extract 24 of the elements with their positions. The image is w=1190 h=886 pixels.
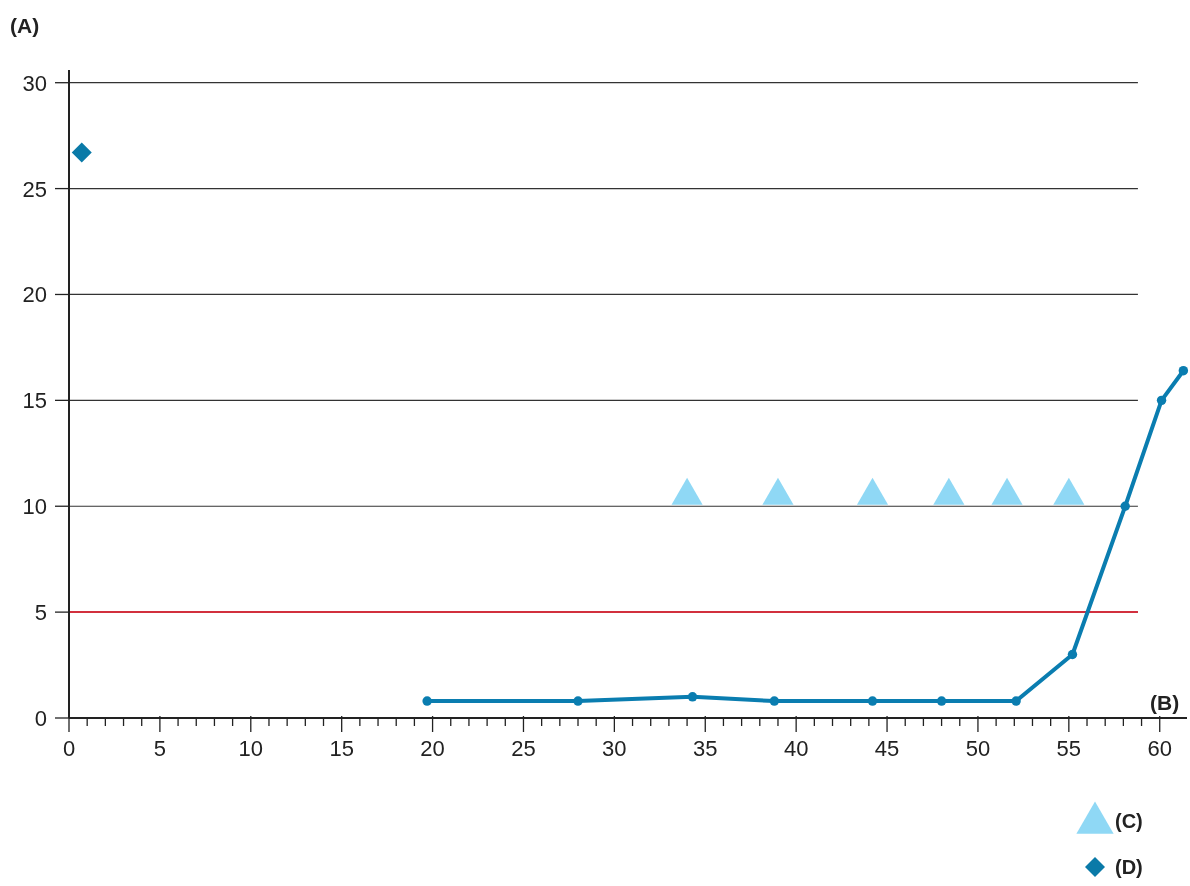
y-axis-title: (A) bbox=[10, 14, 40, 37]
y-tick-label: 15 bbox=[22, 388, 47, 414]
x-tick-label: 15 bbox=[329, 736, 354, 761]
x-tick-label: 20 bbox=[420, 736, 445, 761]
x-tick-label: 40 bbox=[783, 736, 809, 761]
y-tick-label: 10 bbox=[22, 494, 47, 520]
y-tick-label: 30 bbox=[22, 70, 47, 96]
x-tick-label: 25 bbox=[511, 736, 536, 761]
y-tick-label: 0 bbox=[34, 706, 47, 731]
x-tick-label: 45 bbox=[874, 736, 900, 761]
y-tick-label: 20 bbox=[22, 282, 47, 308]
x-tick-label: 10 bbox=[238, 736, 264, 761]
legend-label: (C) bbox=[1115, 810, 1143, 832]
x-tick-label: 35 bbox=[693, 736, 718, 761]
legend-label: (D) bbox=[1115, 856, 1143, 878]
x-tick-label: 50 bbox=[965, 736, 991, 761]
x-tick-label: 55 bbox=[1056, 736, 1082, 761]
x-axis-title: (B) bbox=[1150, 691, 1180, 714]
x-tick-label: 30 bbox=[602, 736, 627, 761]
y-tick-label: 25 bbox=[22, 176, 47, 202]
x-tick-label: 5 bbox=[153, 736, 167, 761]
x-tick-label: 60 bbox=[1147, 736, 1172, 761]
y-tick-label: 5 bbox=[34, 600, 47, 626]
x-tick-label: 0 bbox=[62, 736, 76, 761]
